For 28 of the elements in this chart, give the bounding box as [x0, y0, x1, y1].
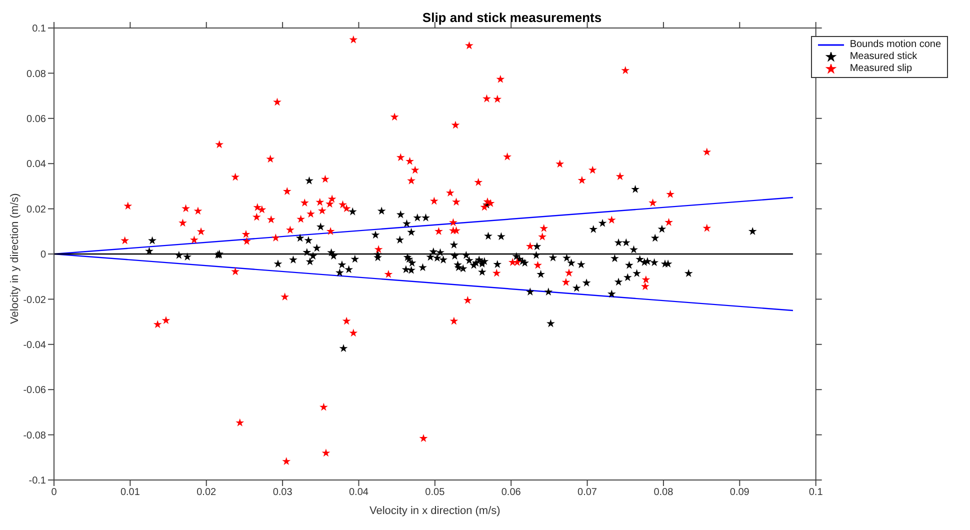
x-tick-label: 0 [51, 487, 58, 498]
y-axis-title: Velocity in y direction (m/s) [8, 193, 21, 324]
x-axis-title: Velocity in x direction (m/s) [370, 505, 500, 517]
y-tick-label: -0.1 [28, 476, 46, 487]
legend-label: Measured stick [850, 51, 918, 63]
x-tick-label: 0.04 [348, 487, 369, 498]
y-tick-label: 0.06 [26, 114, 46, 125]
y-tick-label: 0.02 [26, 204, 46, 216]
x-tick-label: 0.01 [120, 487, 140, 498]
y-tick-label: 0 [40, 250, 46, 261]
y-tick-label: 0.1 [32, 24, 46, 35]
legend-label: Bounds motion cone [850, 39, 941, 51]
x-tick-label: 0.03 [272, 487, 293, 498]
y-tick-label: -0.06 [23, 385, 46, 396]
x-tick-label: 0.1 [808, 487, 824, 498]
y-tick-label: 0.04 [26, 159, 46, 170]
x-tick-label: 0.05 [425, 487, 446, 498]
chart-title: Slip and stick measurements [421, 10, 603, 25]
y-tick-label: 0.08 [26, 68, 46, 80]
x-tick-label: 0.09 [730, 487, 750, 498]
x-tick-label: 0.08 [654, 487, 674, 498]
x-tick-label: 0.06 [501, 487, 522, 498]
legend-label: Measured slip [850, 63, 912, 75]
x-tick-label: 0.07 [578, 487, 598, 498]
y-tick-label: -0.08 [23, 430, 46, 442]
x-tick-label: 0.02 [196, 487, 217, 498]
y-tick-label: -0.04 [23, 340, 46, 351]
y-tick-label: -0.02 [23, 294, 46, 306]
